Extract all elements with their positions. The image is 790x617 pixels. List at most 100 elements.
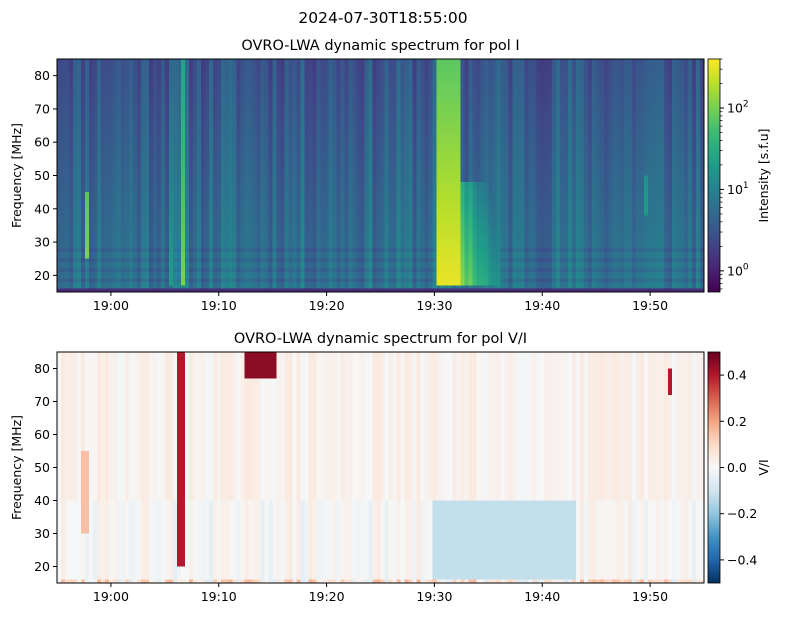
heatmap-cell [404, 152, 410, 160]
heatmap-cell [292, 252, 298, 260]
heatmap-cell [128, 78, 134, 83]
heatmap-cell [100, 282, 106, 290]
heatmap-cell [100, 82, 106, 87]
heatmap-cell [444, 138, 449, 143]
heatmap-cell [240, 85, 246, 93]
heatmap-cell [368, 285, 374, 290]
heatmap-cell [236, 225, 242, 230]
heatmap-cell [108, 265, 114, 270]
heatmap-cell [320, 59, 326, 67]
heatmap-cell [188, 105, 194, 110]
heatmap-cell [160, 235, 166, 240]
heatmap-cell [416, 218, 422, 227]
heatmap-cell [132, 252, 138, 260]
heatmap-cell [204, 178, 210, 183]
heatmap-cell [340, 122, 346, 130]
heatmap-cell [296, 218, 302, 227]
heatmap-cell [68, 278, 74, 283]
heatmap-cell [428, 248, 434, 253]
heatmap-cell [216, 78, 222, 83]
heatmap-cell [328, 92, 334, 97]
heatmap-cell [232, 248, 238, 253]
heatmap-cell [412, 255, 418, 260]
heatmap-cell [392, 155, 398, 160]
heatmap-cell [188, 122, 194, 127]
heatmap-cell [192, 92, 198, 97]
heatmap-cell [304, 72, 310, 77]
heatmap-cell [356, 142, 362, 150]
heatmap-cell [340, 262, 346, 266]
heatmap-cell [308, 258, 314, 263]
heatmap-cell [256, 285, 262, 290]
heatmap-cell [388, 108, 394, 117]
heatmap-cell [388, 278, 394, 283]
heatmap-cell [204, 152, 210, 160]
heatmap-cell [96, 288, 102, 293]
heatmap-cell [152, 182, 158, 187]
heatmap-cell [352, 132, 358, 140]
heatmap-cell [236, 132, 242, 137]
heatmap-cell [292, 202, 298, 210]
heatmap-cell [132, 215, 138, 220]
heatmap-cell [436, 202, 441, 207]
heatmap-cell [156, 59, 162, 63]
heatmap-cell [136, 68, 142, 73]
heatmap-cell [72, 192, 78, 200]
heatmap-cell [288, 215, 294, 220]
heatmap-cell [80, 172, 86, 177]
heatmap-cell [140, 262, 146, 266]
heatmap-cell [252, 98, 258, 107]
heatmap-cell [440, 232, 445, 237]
heatmap-cell [316, 158, 322, 163]
heatmap-cell [288, 105, 294, 110]
heatmap-cell [400, 132, 406, 140]
heatmap-cell [104, 272, 110, 276]
heatmap-cell [144, 62, 150, 67]
heatmap-cell [328, 198, 334, 207]
heatmap-cell [244, 258, 250, 263]
heatmap-cell [392, 272, 398, 276]
heatmap-cell [340, 148, 346, 153]
heatmap-cell [336, 95, 342, 103]
heatmap-cell [84, 118, 90, 127]
heatmap-cell [264, 205, 270, 213]
heatmap-cell [228, 238, 234, 246]
heatmap-cell [180, 168, 186, 173]
heatmap-cell [212, 59, 218, 63]
heatmap-cell [68, 282, 74, 286]
heatmap-cell [180, 262, 186, 266]
heatmap-cell [160, 188, 166, 200]
heatmap-cell [148, 65, 154, 70]
heatmap-cell [128, 162, 134, 170]
heatmap-cell [116, 122, 122, 130]
heatmap-cell [140, 142, 146, 150]
heatmap-cell [212, 268, 218, 273]
heatmap-cell [156, 142, 162, 147]
heatmap-cell [432, 282, 438, 286]
heatmap-cell [220, 59, 226, 63]
heatmap-cell [180, 128, 186, 133]
heatmap-cell [148, 232, 154, 237]
heatmap-cell [204, 75, 210, 80]
heatmap-cell [416, 238, 422, 246]
heatmap-cell [144, 175, 150, 183]
heatmap-cell [228, 202, 234, 210]
heatmap-cell [88, 278, 94, 283]
heatmap-cell [412, 128, 418, 133]
heatmap-cell [184, 88, 190, 97]
heatmap-cell [60, 85, 66, 93]
heatmap-cell [276, 242, 282, 250]
heatmap-cell [200, 98, 206, 103]
heatmap-cell [124, 95, 130, 100]
heatmap-cell [144, 288, 150, 293]
heatmap-cell [328, 135, 334, 143]
heatmap-cell [408, 108, 414, 117]
heatmap-cell [212, 145, 218, 150]
heatmap-cell [440, 205, 445, 210]
heatmap-cell [332, 82, 338, 87]
heatmap-cell [340, 145, 346, 150]
heatmap-cell [428, 152, 434, 157]
heatmap-cell [360, 59, 366, 63]
heatmap-cell [412, 112, 418, 117]
heatmap-cell [332, 158, 338, 163]
